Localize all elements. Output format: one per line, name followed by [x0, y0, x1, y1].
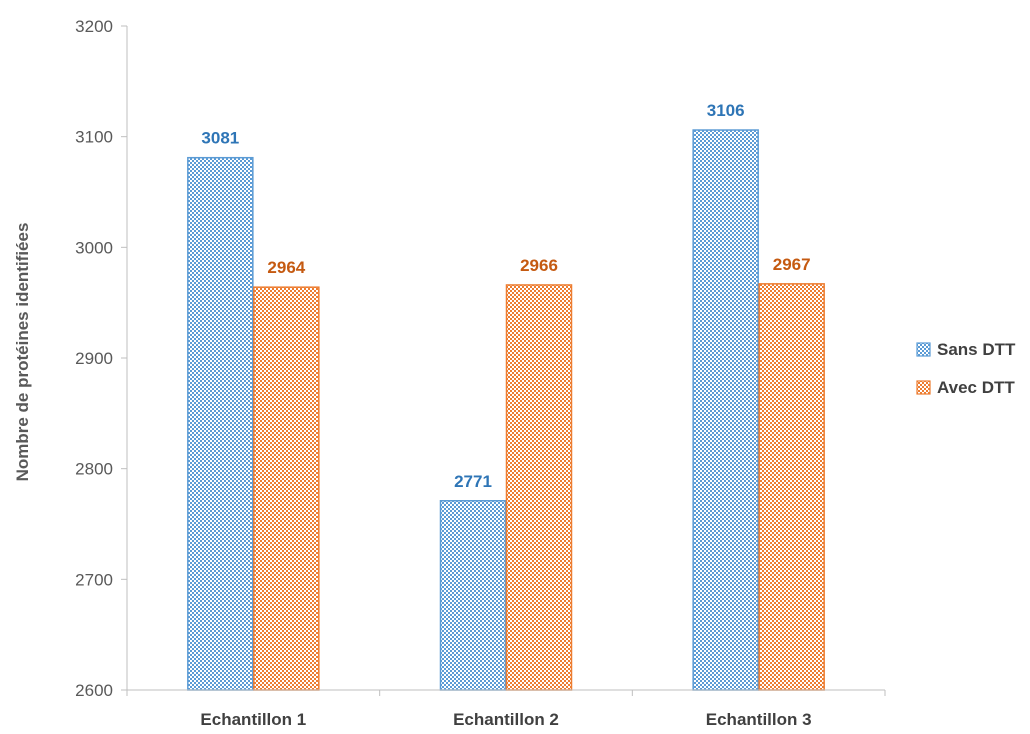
bar-series-1: [439, 500, 507, 691]
data-label: 2967: [773, 255, 811, 274]
y-tick-label: 2900: [75, 349, 113, 368]
x-axis: Echantillon 1 Echantillon 2 Echantillon 3: [126, 689, 886, 729]
y-tick-label: 3200: [75, 17, 113, 36]
legend-label: Sans DTT: [937, 340, 1016, 359]
x-tick-label: Echantillon 2: [453, 710, 559, 729]
bar-series-1: [187, 156, 254, 691]
data-label: 2966: [520, 256, 558, 275]
x-tick-label: Echantillon 1: [200, 710, 306, 729]
bars-group: [187, 129, 825, 691]
y-tick-label: 2700: [75, 570, 113, 589]
bar-series-2: [253, 286, 320, 691]
bar-series-2: [505, 284, 573, 691]
data-label: 2771: [454, 472, 492, 491]
x-tick-label: Echantillon 3: [706, 710, 812, 729]
y-tick-label: 3100: [75, 128, 113, 147]
y-tick-label: 2800: [75, 460, 113, 479]
bar-series-2: [758, 283, 825, 691]
y-tick-label: 2600: [75, 681, 113, 700]
bar-series-1: [692, 129, 759, 691]
y-axis-title: Nombre de protéines identifiées: [13, 223, 32, 482]
legend: Sans DTT Avec DTT: [916, 340, 1016, 397]
data-labels: 3081 2964 2771 2966 3106 2967: [201, 101, 810, 491]
data-label: 2964: [267, 258, 305, 277]
data-label: 3106: [707, 101, 745, 120]
legend-swatch: [916, 380, 931, 395]
data-label: 3081: [201, 129, 239, 148]
y-tick-label: 3000: [75, 238, 113, 257]
legend-label: Avec DTT: [937, 378, 1015, 397]
legend-swatch: [916, 342, 931, 357]
y-axis: 2600 2700 2800 2900 3000 3100 3200: [75, 17, 128, 700]
